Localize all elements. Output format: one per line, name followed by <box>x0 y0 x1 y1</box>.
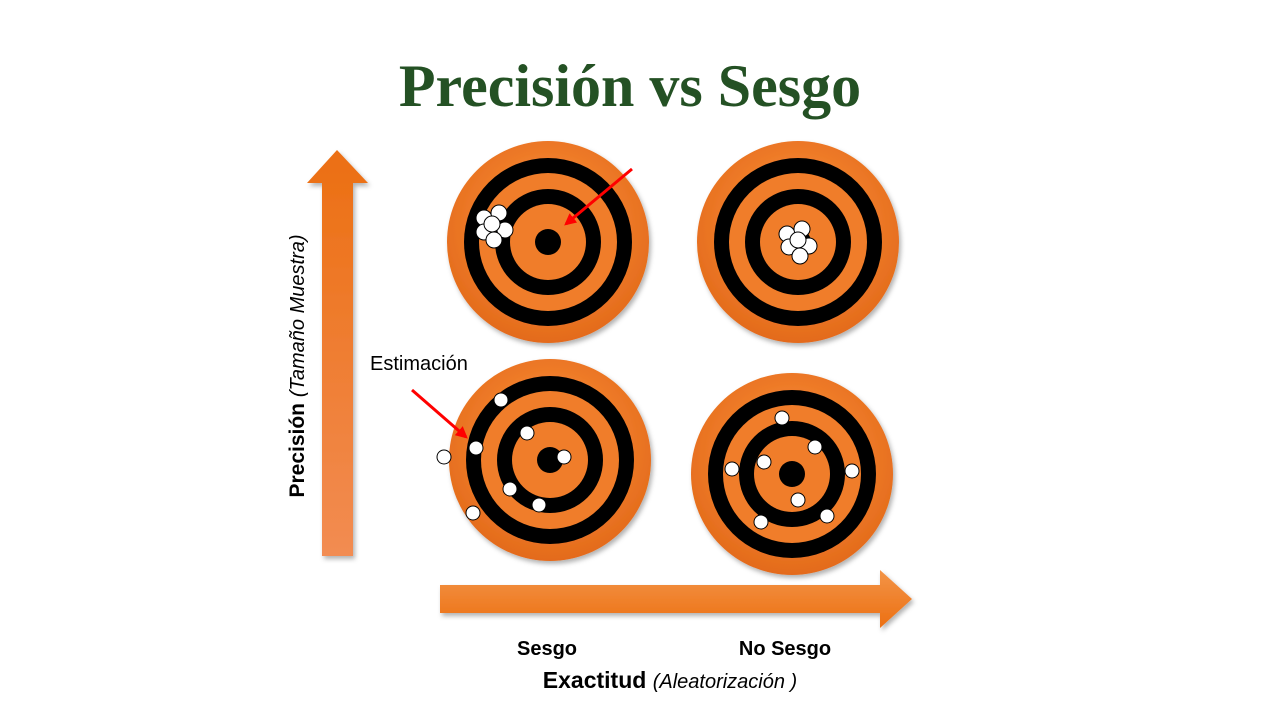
shot-dot <box>531 497 547 513</box>
target-precise-biased <box>447 141 649 343</box>
column-label-sesgo: Sesgo <box>516 638 578 660</box>
shot-dot <box>756 454 772 470</box>
y-axis-title: Precisión <box>286 402 309 498</box>
shot-dot <box>753 514 769 530</box>
shot-dot <box>789 231 807 249</box>
target-bullseye <box>537 447 563 473</box>
shot-dot <box>436 449 452 465</box>
shot-dot <box>790 492 806 508</box>
target-bullseye <box>779 461 805 487</box>
shot-dot <box>724 461 740 477</box>
shot-dot <box>556 449 572 465</box>
shot-dot <box>465 505 481 521</box>
shot-dot <box>774 410 790 426</box>
estimate-pointer-arrow <box>411 388 468 439</box>
shot-dot <box>519 425 535 441</box>
shot-dot <box>502 481 518 497</box>
shot-dot <box>483 215 501 233</box>
target-precise-unbiased <box>697 141 899 343</box>
shot-dot <box>468 440 484 456</box>
y-axis-subtitle: (Tamaño Muestra) <box>287 234 309 398</box>
shot-dot <box>791 247 809 265</box>
shot-dot <box>493 392 509 408</box>
estimate-annotation: Estimación <box>370 353 468 375</box>
target-imprecise-biased <box>411 359 651 561</box>
shot-dot <box>844 463 860 479</box>
target-imprecise-unbiased <box>691 373 893 575</box>
accuracy-axis-arrow <box>440 570 912 628</box>
slide-title: Precisión vs Sesgo <box>398 53 862 119</box>
shot-dot <box>485 231 503 249</box>
y-axis-label: Precisión (Tamaño Muestra) <box>282 136 314 596</box>
x-axis-subtitle: (Aleatorización ) <box>652 671 798 693</box>
bias-pointer-arrow <box>564 167 633 226</box>
x-axis-label: Exactitud (Aleatorización ) <box>440 664 900 698</box>
column-label-no-sesgo: No Sesgo <box>738 638 832 660</box>
x-axis-title: Exactitud <box>542 667 647 693</box>
precision-axis-arrow <box>307 150 368 556</box>
shot-dot <box>819 508 835 524</box>
shot-dot <box>807 439 823 455</box>
target-bullseye <box>535 229 561 255</box>
